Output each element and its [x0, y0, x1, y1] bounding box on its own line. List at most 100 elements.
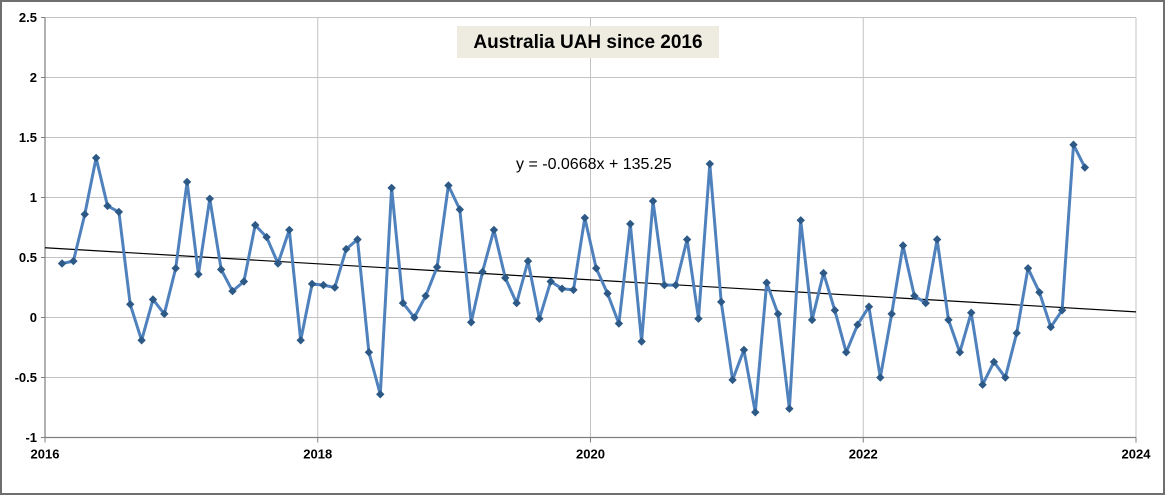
data-point-marker: [1012, 328, 1021, 338]
data-point-marker: [376, 390, 385, 399]
y-axis-tick-label: 2.5: [19, 10, 37, 25]
data-point-marker: [501, 273, 510, 283]
data-point-marker: [114, 207, 124, 217]
data-point-marker: [864, 302, 874, 311]
trend-line: [44, 247, 1137, 313]
y-axis-tick-label: 2: [30, 70, 37, 85]
data-point-marker: [762, 278, 771, 287]
data-point-marker: [1001, 373, 1010, 382]
y-axis-tick-label: 1.5: [19, 130, 37, 145]
data-point-marker: [171, 264, 180, 273]
data-point-marker: [262, 232, 271, 242]
data-point-marker: [660, 280, 669, 290]
data-point-marker: [944, 315, 953, 325]
data-point-marker: [523, 256, 533, 266]
data-point-marker: [910, 291, 919, 301]
data-point-marker: [330, 283, 339, 292]
data-point-marker: [182, 177, 192, 187]
data-point-marker: [1057, 306, 1067, 315]
y-axis-tick-label: 0.5: [19, 250, 37, 265]
data-point-marker: [807, 315, 817, 325]
data-point-marker: [876, 373, 885, 382]
data-point-marker: [512, 298, 521, 308]
data-point-marker: [967, 308, 976, 317]
data-point-marker: [160, 309, 169, 319]
data-point-marker: [591, 264, 601, 273]
data-point-marker: [546, 277, 555, 286]
x-axis-tick-label: 2024: [1122, 447, 1152, 462]
data-point-marker: [126, 300, 135, 309]
data-point-marker: [1069, 140, 1078, 149]
x-axis-tick-label: 2022: [849, 447, 878, 462]
chart-title: Australia UAH since 2016: [457, 26, 719, 58]
data-point-marker: [853, 320, 862, 329]
data-point-marker: [489, 225, 499, 235]
data-point-marker: [69, 256, 78, 266]
data-point-marker: [648, 196, 658, 206]
data-point-marker: [1046, 322, 1055, 332]
data-point-marker: [819, 268, 828, 278]
data-point-marker: [739, 345, 749, 355]
data-point-marker: [137, 336, 146, 345]
data-point-marker: [285, 225, 294, 235]
data-point-marker: [796, 216, 805, 225]
data-point-marker: [319, 280, 328, 290]
data-point-marker: [296, 336, 305, 345]
data-point-marker: [785, 404, 794, 413]
data-point-marker: [830, 306, 840, 315]
data-point-marker: [307, 279, 317, 289]
data-point-marker: [228, 286, 237, 296]
series-markers: [57, 140, 1090, 417]
data-point-marker: [898, 241, 908, 250]
trendline-equation-label: y = -0.0668x + 135.25: [516, 156, 672, 173]
data-point-marker: [921, 298, 930, 308]
data-point-marker: [682, 235, 692, 244]
x-axis-tick-label: 2018: [303, 447, 332, 462]
data-point-marker: [205, 194, 214, 203]
data-point-marker: [103, 201, 112, 211]
x-axis-tick-label: 2020: [576, 447, 605, 462]
data-point-marker: [216, 265, 226, 274]
data-point-marker: [626, 219, 635, 229]
data-point-marker: [887, 309, 896, 319]
data-point-marker: [353, 235, 362, 244]
data-point-marker: [1035, 288, 1044, 297]
data-point-marker: [239, 277, 249, 286]
data-point-marker: [603, 289, 612, 298]
data-point-marker: [580, 213, 590, 223]
data-point-marker: [432, 262, 442, 272]
data-point-marker: [955, 348, 965, 357]
data-point-marker: [705, 159, 715, 169]
data-point-marker: [466, 318, 476, 327]
data-point-marker: [194, 270, 203, 279]
data-point-marker: [478, 267, 487, 277]
data-point-marker: [80, 210, 89, 219]
data-point-marker: [932, 235, 942, 244]
data-point-marker: [148, 295, 158, 304]
data-point-marker: [978, 380, 987, 389]
data-point-marker: [842, 348, 851, 357]
data-point-marker: [728, 375, 737, 385]
data-point-marker: [1023, 264, 1033, 273]
data-point-marker: [773, 309, 783, 319]
data-point-marker: [614, 319, 624, 328]
data-point-marker: [637, 337, 646, 346]
data-point-marker: [364, 348, 374, 357]
data-point-marker: [716, 297, 726, 307]
data-point-marker: [569, 285, 578, 295]
y-axis-tick-label: -1: [25, 430, 37, 445]
x-axis-tick-label: 2016: [31, 447, 60, 462]
data-point-marker: [57, 259, 67, 268]
data-point-marker: [751, 408, 760, 417]
data-point-marker: [398, 298, 408, 308]
data-point-marker: [251, 220, 260, 230]
data-point-marker: [989, 357, 999, 367]
data-point-marker: [671, 280, 680, 290]
data-point-marker: [273, 259, 283, 268]
data-point-marker: [535, 314, 544, 323]
y-axis-tick-label: -0.5: [15, 370, 37, 385]
y-axis-tick-label: 0: [30, 310, 37, 325]
data-point-marker: [410, 313, 419, 322]
